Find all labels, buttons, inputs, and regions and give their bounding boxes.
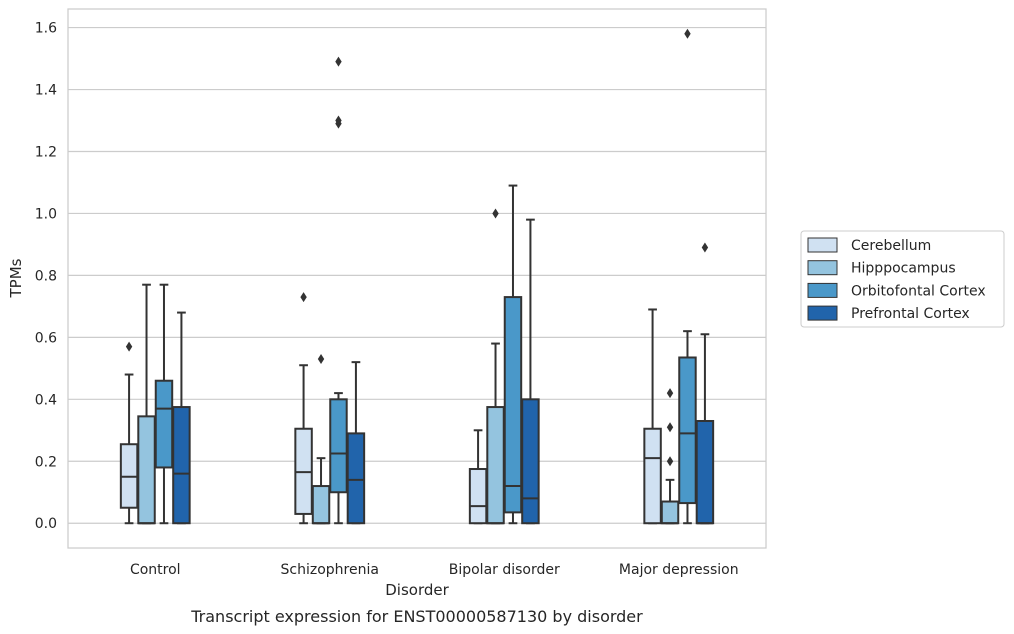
outlier-point xyxy=(300,292,307,303)
x-tick-label: Major depression xyxy=(619,562,739,578)
outlier-point xyxy=(684,28,691,39)
legend-label: Prefrontal Cortex xyxy=(851,306,970,322)
box-body xyxy=(311,485,331,525)
legend-swatch xyxy=(807,282,838,298)
box-body xyxy=(660,500,680,525)
y-tick-label: 1.2 xyxy=(35,144,57,160)
x-tick-label: Bipolar disorder xyxy=(449,562,560,578)
box-2-2 xyxy=(503,184,523,525)
outlier-point xyxy=(666,456,674,467)
y-tick-label: 0.8 xyxy=(35,268,57,284)
box-body xyxy=(137,415,156,525)
box-2-0 xyxy=(468,429,488,525)
box-1-1 xyxy=(311,354,331,525)
legend-label: Hipppocampus xyxy=(851,261,956,277)
outlier-point xyxy=(666,388,674,399)
box-0-3 xyxy=(172,311,191,525)
box-body xyxy=(643,427,662,525)
box-3-0 xyxy=(643,308,662,525)
outlier-point xyxy=(335,56,342,67)
box-1-2 xyxy=(329,56,348,525)
x-tick-label: Schizophrenia xyxy=(281,562,379,578)
box-3-2 xyxy=(678,28,697,525)
box-plots xyxy=(119,28,715,525)
y-tick-label: 1.6 xyxy=(35,21,57,37)
box-body xyxy=(521,398,540,525)
x-axis-ticks: Control Schizophrenia Bipolar disorder Majo… xyxy=(130,562,739,578)
outlier-point xyxy=(335,115,342,126)
box-2-1 xyxy=(486,208,505,525)
box-0-2 xyxy=(154,283,174,525)
x-axis-title: Disorder xyxy=(385,581,449,599)
box-body xyxy=(154,379,174,469)
chart-caption: Transcript expression for ENST0000058713… xyxy=(190,607,643,626)
y-tick-label: 0.4 xyxy=(35,392,57,408)
plot-frame xyxy=(67,8,767,549)
box-0-0 xyxy=(119,341,139,525)
outlier-point xyxy=(125,341,133,352)
box-body xyxy=(678,356,697,505)
box-body xyxy=(486,406,505,525)
legend-frame xyxy=(800,230,1005,328)
box-1-3 xyxy=(346,361,366,525)
y-tick-label: 0.0 xyxy=(35,516,57,532)
box-body xyxy=(503,296,523,514)
outlier-point xyxy=(317,354,325,365)
y-axis-ticks: 0.0 0.2 0.4 0.6 0.8 1.0 1.2 1.4 1.6 xyxy=(35,21,57,533)
outlier-point xyxy=(492,208,499,219)
y-axis-title: TPMs xyxy=(7,258,25,298)
box-3-3 xyxy=(695,242,715,525)
legend-swatch xyxy=(807,305,838,321)
box-body xyxy=(468,468,488,525)
box-2-3 xyxy=(521,218,540,525)
box-body xyxy=(329,398,348,494)
y-tick-label: 0.2 xyxy=(35,454,57,470)
y-tick-label: 1.4 xyxy=(35,83,57,99)
outlier-point xyxy=(701,242,709,253)
legend-swatch xyxy=(807,260,838,276)
box-3-1 xyxy=(660,388,680,525)
legend-label: Orbitofontal Cortex xyxy=(851,283,986,299)
legend: Cerebellum Hipppocampus Orbitofontal Corte… xyxy=(800,230,1005,328)
outlier-point xyxy=(666,422,674,433)
box-1-0 xyxy=(294,292,313,525)
x-tick-label: Control xyxy=(130,562,181,578)
y-tick-label: 0.6 xyxy=(35,330,57,346)
box-0-1 xyxy=(137,283,156,525)
legend-label: Cerebellum xyxy=(851,238,931,254)
box-body xyxy=(346,432,366,525)
y-tick-label: 1.0 xyxy=(35,206,57,222)
box-body xyxy=(695,419,715,525)
box-body xyxy=(172,406,191,525)
grid-lines xyxy=(68,26,766,524)
legend-swatch xyxy=(807,237,838,253)
